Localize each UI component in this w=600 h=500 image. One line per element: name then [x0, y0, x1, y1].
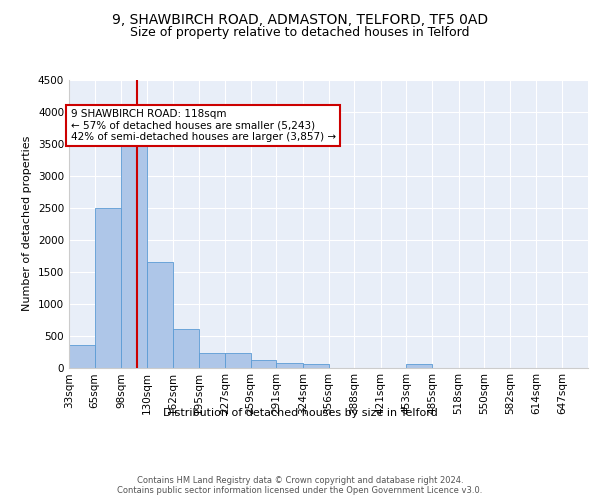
Bar: [276, 362, 303, 368]
Y-axis label: Number of detached properties: Number of detached properties: [22, 136, 32, 312]
Bar: [95, 208, 121, 368]
Text: Size of property relative to detached houses in Telford: Size of property relative to detached ho…: [130, 26, 470, 39]
Text: 9, SHAWBIRCH ROAD, ADMASTON, TELFORD, TF5 0AD: 9, SHAWBIRCH ROAD, ADMASTON, TELFORD, TF…: [112, 12, 488, 26]
Bar: [147, 262, 173, 368]
Bar: [199, 353, 225, 368]
Text: Distribution of detached houses by size in Telford: Distribution of detached houses by size …: [163, 408, 437, 418]
Bar: [303, 364, 329, 368]
Text: 9 SHAWBIRCH ROAD: 118sqm
← 57% of detached houses are smaller (5,243)
42% of sem: 9 SHAWBIRCH ROAD: 118sqm ← 57% of detach…: [71, 108, 336, 142]
Bar: [406, 364, 432, 368]
Bar: [225, 353, 251, 368]
Bar: [69, 345, 95, 368]
Bar: [251, 360, 276, 368]
Bar: [121, 128, 147, 368]
Text: Contains HM Land Registry data © Crown copyright and database right 2024.
Contai: Contains HM Land Registry data © Crown c…: [118, 476, 482, 495]
Bar: [173, 329, 199, 368]
